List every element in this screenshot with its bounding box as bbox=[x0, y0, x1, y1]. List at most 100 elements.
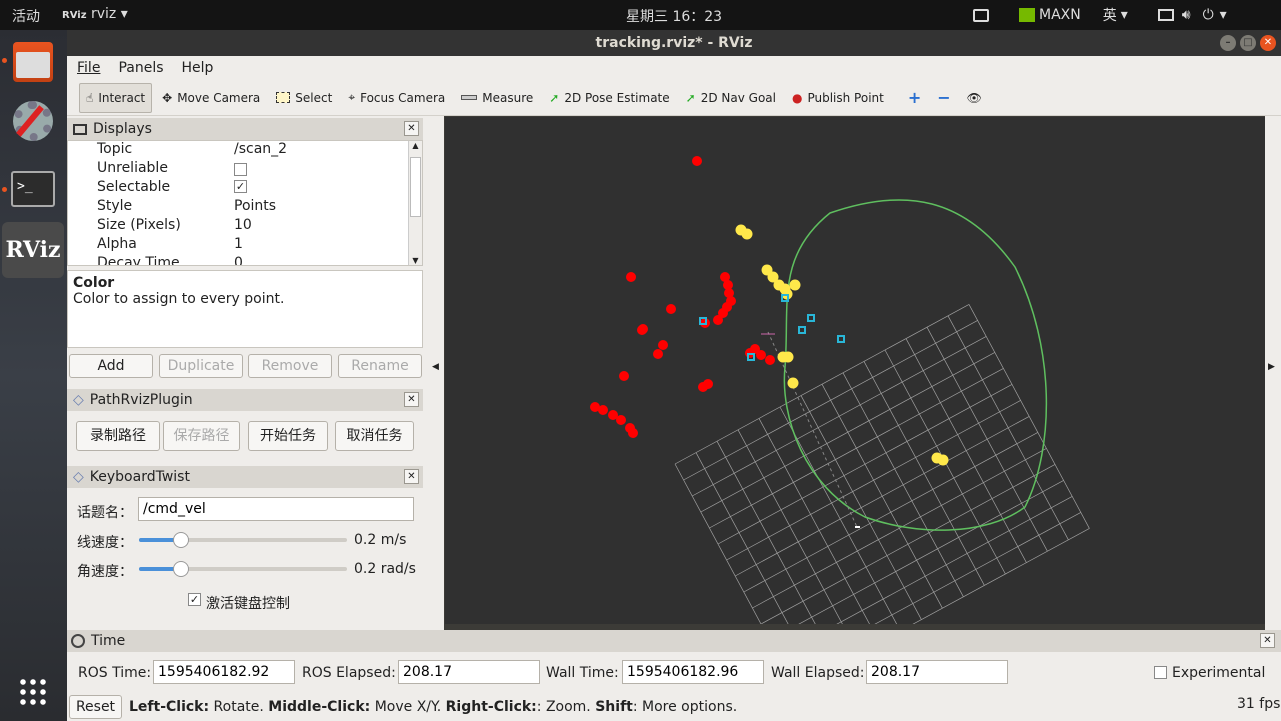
displays-header[interactable]: Displays ✕ bbox=[67, 118, 423, 140]
green-arrow-icon: ➚ bbox=[549, 90, 560, 105]
close-time-button[interactable]: ✕ bbox=[1260, 633, 1275, 648]
property-row[interactable]: Decay Time 0 bbox=[68, 255, 408, 266]
focus-camera-tool[interactable]: ⌖ Focus Camera bbox=[342, 83, 451, 113]
network-icon[interactable] bbox=[1157, 9, 1174, 21]
ros-time-field[interactable] bbox=[153, 660, 295, 684]
move-camera-label: Move Camera bbox=[177, 90, 261, 105]
add-tool-button[interactable]: + bbox=[902, 83, 927, 113]
reset-button[interactable]: Reset bbox=[69, 695, 122, 719]
enable-keyboard-checkbox[interactable]: ✓ bbox=[188, 593, 201, 606]
close-path-plugin-button[interactable]: ✕ bbox=[404, 392, 419, 407]
scroll-down-icon[interactable]: ▼ bbox=[412, 256, 419, 265]
show-applications-icon[interactable] bbox=[9, 668, 57, 716]
system-tray[interactable]: MAXN 英 ▾ 🔊︎ ⏻ ▾ bbox=[973, 5, 1227, 25]
experimental-checkbox[interactable] bbox=[1154, 666, 1167, 679]
nav-goal-tool[interactable]: ➚ 2D Nav Goal bbox=[680, 83, 782, 113]
property-row[interactable]: Style Points bbox=[68, 198, 408, 217]
grid-line bbox=[674, 463, 796, 689]
scroll-up-icon[interactable]: ▲ bbox=[412, 141, 419, 150]
property-value[interactable]: 10 bbox=[234, 217, 252, 233]
properties-scrollbar[interactable]: ▲ ▼ bbox=[408, 141, 422, 265]
add-display-button[interactable]: Add bbox=[69, 354, 153, 378]
wall-elapsed-field[interactable] bbox=[866, 660, 1008, 684]
app-menu[interactable]: RViz rviz ▾ bbox=[62, 6, 128, 22]
close-displays-button[interactable]: ✕ bbox=[404, 121, 419, 136]
collapse-left-icon[interactable]: ◀ bbox=[432, 362, 439, 372]
input-method[interactable]: 英 bbox=[1102, 8, 1117, 24]
property-row[interactable]: Unreliable bbox=[68, 160, 408, 179]
start-task-button[interactable]: 开始任务 bbox=[248, 421, 328, 451]
cyan-marker bbox=[837, 335, 845, 343]
settings-icon[interactable] bbox=[9, 97, 57, 145]
grid-line bbox=[695, 452, 817, 677]
property-value[interactable]: Points bbox=[234, 198, 277, 214]
tracked-path bbox=[783, 199, 1048, 531]
property-row[interactable]: Selectable ✓ bbox=[68, 179, 408, 198]
grid-line bbox=[752, 448, 1047, 609]
unreliable-checkbox[interactable] bbox=[234, 163, 247, 176]
collapse-right-icon[interactable]: ▶ bbox=[1268, 362, 1275, 372]
view-menu-button[interactable]: 👁︎ bbox=[961, 83, 988, 113]
clock[interactable]: 星期三 16：23 bbox=[626, 9, 723, 25]
files-icon[interactable] bbox=[9, 38, 57, 86]
wall-time-field[interactable] bbox=[622, 660, 764, 684]
grid-line bbox=[842, 372, 964, 597]
panel-splitter[interactable]: ◀ bbox=[425, 116, 444, 630]
property-value[interactable]: 0 bbox=[234, 255, 243, 266]
ros-elapsed-field[interactable] bbox=[398, 660, 540, 684]
hint-middle-click: Middle-Click: bbox=[268, 699, 371, 715]
maximize-button[interactable]: □ bbox=[1240, 35, 1256, 51]
duplicate-display-button[interactable]: Duplicate bbox=[159, 354, 243, 378]
topic-input[interactable] bbox=[138, 497, 414, 521]
angular-speed-slider[interactable] bbox=[139, 561, 347, 577]
measure-tool[interactable]: Measure bbox=[455, 83, 539, 113]
right-splitter[interactable]: ▶ bbox=[1265, 116, 1281, 630]
record-path-button[interactable]: 录制路径 bbox=[76, 421, 160, 451]
rviz-dock-icon[interactable]: RViz bbox=[2, 222, 64, 278]
menu-help[interactable]: Help bbox=[181, 60, 214, 76]
remove-tool-button[interactable]: − bbox=[931, 83, 956, 113]
path-plugin-header[interactable]: ◇ PathRvizPlugin ✕ bbox=[67, 389, 423, 411]
selectable-checkbox[interactable]: ✓ bbox=[234, 180, 247, 193]
power-mode[interactable]: MAXN bbox=[1039, 7, 1081, 23]
close-keyboard-twist-button[interactable]: ✕ bbox=[404, 469, 419, 484]
property-key: Decay Time bbox=[97, 255, 180, 266]
hint-text: : Zoom. bbox=[536, 699, 596, 715]
publish-point-tool[interactable]: ● Publish Point bbox=[786, 83, 890, 113]
cancel-task-button[interactable]: 取消任务 bbox=[335, 421, 414, 451]
minimize-button[interactable]: – bbox=[1220, 35, 1236, 51]
menu-file[interactable]: File bbox=[77, 60, 101, 76]
keyboard-icon[interactable] bbox=[973, 8, 989, 22]
move-camera-tool[interactable]: ✥ Move Camera bbox=[156, 83, 266, 113]
keyboard-twist-header[interactable]: ◇ KeyboardTwist ✕ bbox=[67, 466, 423, 488]
display-properties-tree[interactable]: Topic/scan_2 Unreliable Selectable ✓ Styl… bbox=[67, 140, 423, 266]
property-row[interactable]: Size (Pixels) 10 bbox=[68, 217, 408, 236]
property-row[interactable]: Topic/scan_2 bbox=[68, 141, 408, 160]
remove-display-button[interactable]: Remove bbox=[248, 354, 332, 378]
nvidia-icon bbox=[1019, 8, 1035, 22]
render-viewport[interactable] bbox=[445, 117, 1265, 689]
pose-estimate-tool[interactable]: ➚ 2D Pose Estimate bbox=[543, 83, 675, 113]
angular-speed-knob[interactable] bbox=[172, 561, 189, 577]
power-icon[interactable]: ⏻ bbox=[1202, 7, 1214, 23]
save-path-button[interactable]: 保存路径 bbox=[163, 421, 240, 451]
interact-tool[interactable]: ☝ Interact bbox=[79, 82, 153, 113]
yellow-point bbox=[787, 377, 799, 389]
linear-speed-knob[interactable] bbox=[172, 532, 189, 548]
volume-icon[interactable]: 🔊︎ bbox=[1181, 7, 1191, 23]
scene-canvas[interactable] bbox=[445, 117, 1265, 689]
time-header[interactable]: Time ✕ bbox=[67, 630, 1281, 652]
terminal-icon[interactable]: >_ bbox=[9, 165, 57, 213]
window-title-bar[interactable]: tracking.rviz* - RViz – □ ✕ bbox=[67, 30, 1281, 56]
linear-speed-slider[interactable] bbox=[139, 532, 347, 548]
scroll-thumb[interactable] bbox=[410, 157, 421, 217]
property-value[interactable]: /scan_2 bbox=[234, 141, 288, 157]
select-tool[interactable]: Select bbox=[270, 83, 338, 113]
menu-panels[interactable]: Panels bbox=[118, 60, 164, 76]
dock-running-indicator bbox=[2, 187, 7, 192]
activities-button[interactable]: 活动 bbox=[12, 9, 40, 25]
close-window-button[interactable]: ✕ bbox=[1260, 35, 1276, 51]
property-value[interactable]: 1 bbox=[234, 236, 243, 252]
property-row[interactable]: Alpha 1 bbox=[68, 236, 408, 255]
rename-display-button[interactable]: Rename bbox=[338, 354, 422, 378]
